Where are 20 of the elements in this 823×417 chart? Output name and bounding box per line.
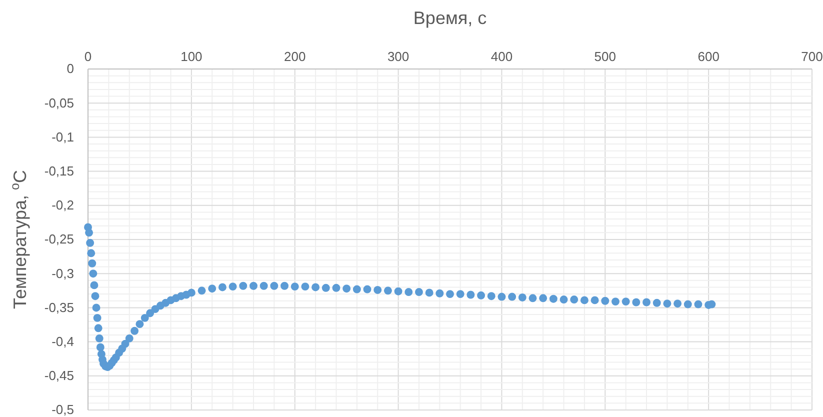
y-tick-label: -0,35 [44, 300, 74, 315]
x-axis-title: Время, с [413, 8, 487, 28]
y-tick-label: -0,5 [52, 402, 74, 417]
x-tick-label: 100 [180, 49, 202, 64]
y-tick-label: -0,2 [52, 198, 74, 213]
x-tick-label: 300 [387, 49, 410, 64]
y-tick-label: -0,15 [44, 163, 74, 178]
y-tick-label: -0,3 [52, 266, 74, 281]
y-tick-label: -0,25 [44, 232, 74, 247]
x-tick-label: 600 [698, 49, 720, 64]
x-tick-label: 0 [84, 49, 92, 64]
x-tick-label: 200 [284, 49, 306, 64]
y-tick-label: 0 [66, 61, 74, 76]
x-tick-label: 700 [801, 49, 823, 64]
y-tick-label: -0,1 [52, 129, 74, 144]
x-tick-label: 400 [490, 49, 513, 64]
y-tick-label: -0,45 [44, 368, 74, 384]
y-tick-label: -0,4 [52, 334, 74, 349]
y-tick-label: -0,05 [44, 95, 74, 110]
x-tick-label: 500 [594, 49, 616, 64]
